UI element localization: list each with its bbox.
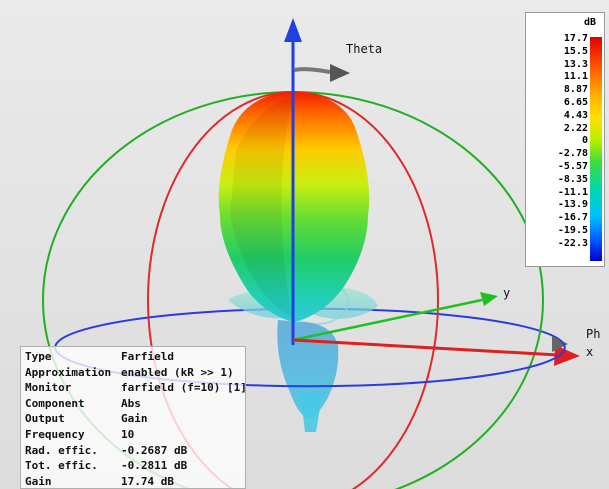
property-key: Gain: [25, 474, 52, 488]
legend-tick: 11.1: [563, 71, 588, 83]
legend-unit: dB: [583, 17, 596, 28]
legend-tick: -11.1: [557, 186, 588, 198]
property-value: -0.2687 dB: [121, 443, 188, 457]
legend-tick: 0: [581, 135, 588, 147]
property-value: Gain: [121, 412, 148, 426]
property-key: Rad. effic.: [25, 443, 98, 457]
property-row: Gain 17.74 dB: [25, 474, 245, 489]
property-row: Component Abs: [25, 396, 245, 412]
x-axis-arrowhead: [554, 345, 580, 366]
legend-tick: 15.5: [563, 45, 588, 57]
property-key: Tot. effic.: [25, 459, 98, 473]
theta-direction-arrowhead: [330, 64, 350, 82]
property-row: Type Farfield: [25, 349, 245, 365]
property-value: enabled (kR >> 1): [121, 365, 234, 379]
property-row: Monitor farfield (f=10) [1]: [25, 380, 247, 396]
property-value: farfield (f=10) [1]: [121, 381, 247, 395]
property-value: 17.74 dB: [121, 474, 174, 488]
legend-tick: 4.43: [563, 109, 588, 121]
legend-tick: -13.9: [557, 199, 588, 211]
legend-tick: -16.7: [557, 212, 588, 224]
legend-tick: -2.78: [557, 148, 588, 160]
x-axis-line: [292, 338, 559, 357]
legend-tick: -5.57: [557, 160, 588, 172]
legend-tick: 13.3: [563, 58, 588, 70]
legend-tick: -22.3: [557, 237, 588, 249]
property-key: Type: [25, 350, 52, 363]
y-axis-line: [292, 298, 483, 342]
property-row: Approximation enabled (kR >> 1): [25, 365, 245, 381]
theta-axis-arrowhead: [284, 18, 302, 42]
property-value: Farfield: [121, 350, 174, 363]
property-value: Abs: [121, 396, 141, 410]
color-scale-legend: dB 17.7 15.5 13.3 11.1 8.87 6.65 4.43 2.22 0 -2.7…: [525, 12, 605, 267]
property-key: Output: [25, 412, 65, 426]
property-row: Rad. effic. -0.2687 dB: [25, 443, 245, 459]
x-axis-label: x: [586, 345, 594, 359]
theta-direction-arrow: [293, 67, 331, 74]
phi-direction-arrowhead: [552, 336, 568, 352]
legend-tick: 17.7: [563, 33, 588, 44]
phi-axis-label: Ph: [586, 327, 601, 341]
legend-tick: 8.87: [563, 84, 588, 96]
property-key: Frequency: [25, 428, 85, 441]
property-value: -0.2811 dB: [121, 459, 188, 473]
property-key: Component: [25, 396, 85, 410]
property-row: Frequency 10: [25, 427, 245, 443]
main-lobe-shading: [230, 98, 294, 318]
legend-ticks: 17.7 15.5 13.3 11.1 8.87 6.65 4.43 2.22 0 -2.78 -5…: [532, 33, 588, 251]
property-row: Tot. effic. -0.2811 dB: [25, 458, 245, 474]
y-axis-arrowhead: [480, 292, 498, 306]
y-axis-label: y: [503, 286, 511, 300]
legend-tick: -8.35: [557, 173, 588, 185]
legend-tick: 2.22: [563, 122, 588, 134]
property-key: Approximation: [25, 365, 112, 379]
theta-axis-label: Theta: [346, 42, 383, 56]
legend-tick: 6.65: [563, 96, 588, 108]
property-value: 10: [121, 428, 135, 441]
legend-color-bar: [590, 37, 602, 261]
farfield-properties-panel: Type Farfield Approximation enabled (kR >> …: [20, 346, 247, 489]
legend-tick: -19.5: [557, 224, 588, 236]
property-row: Output Gain: [25, 411, 245, 427]
property-key: Monitor: [25, 381, 72, 395]
back-lobe-tip: [300, 390, 322, 432]
